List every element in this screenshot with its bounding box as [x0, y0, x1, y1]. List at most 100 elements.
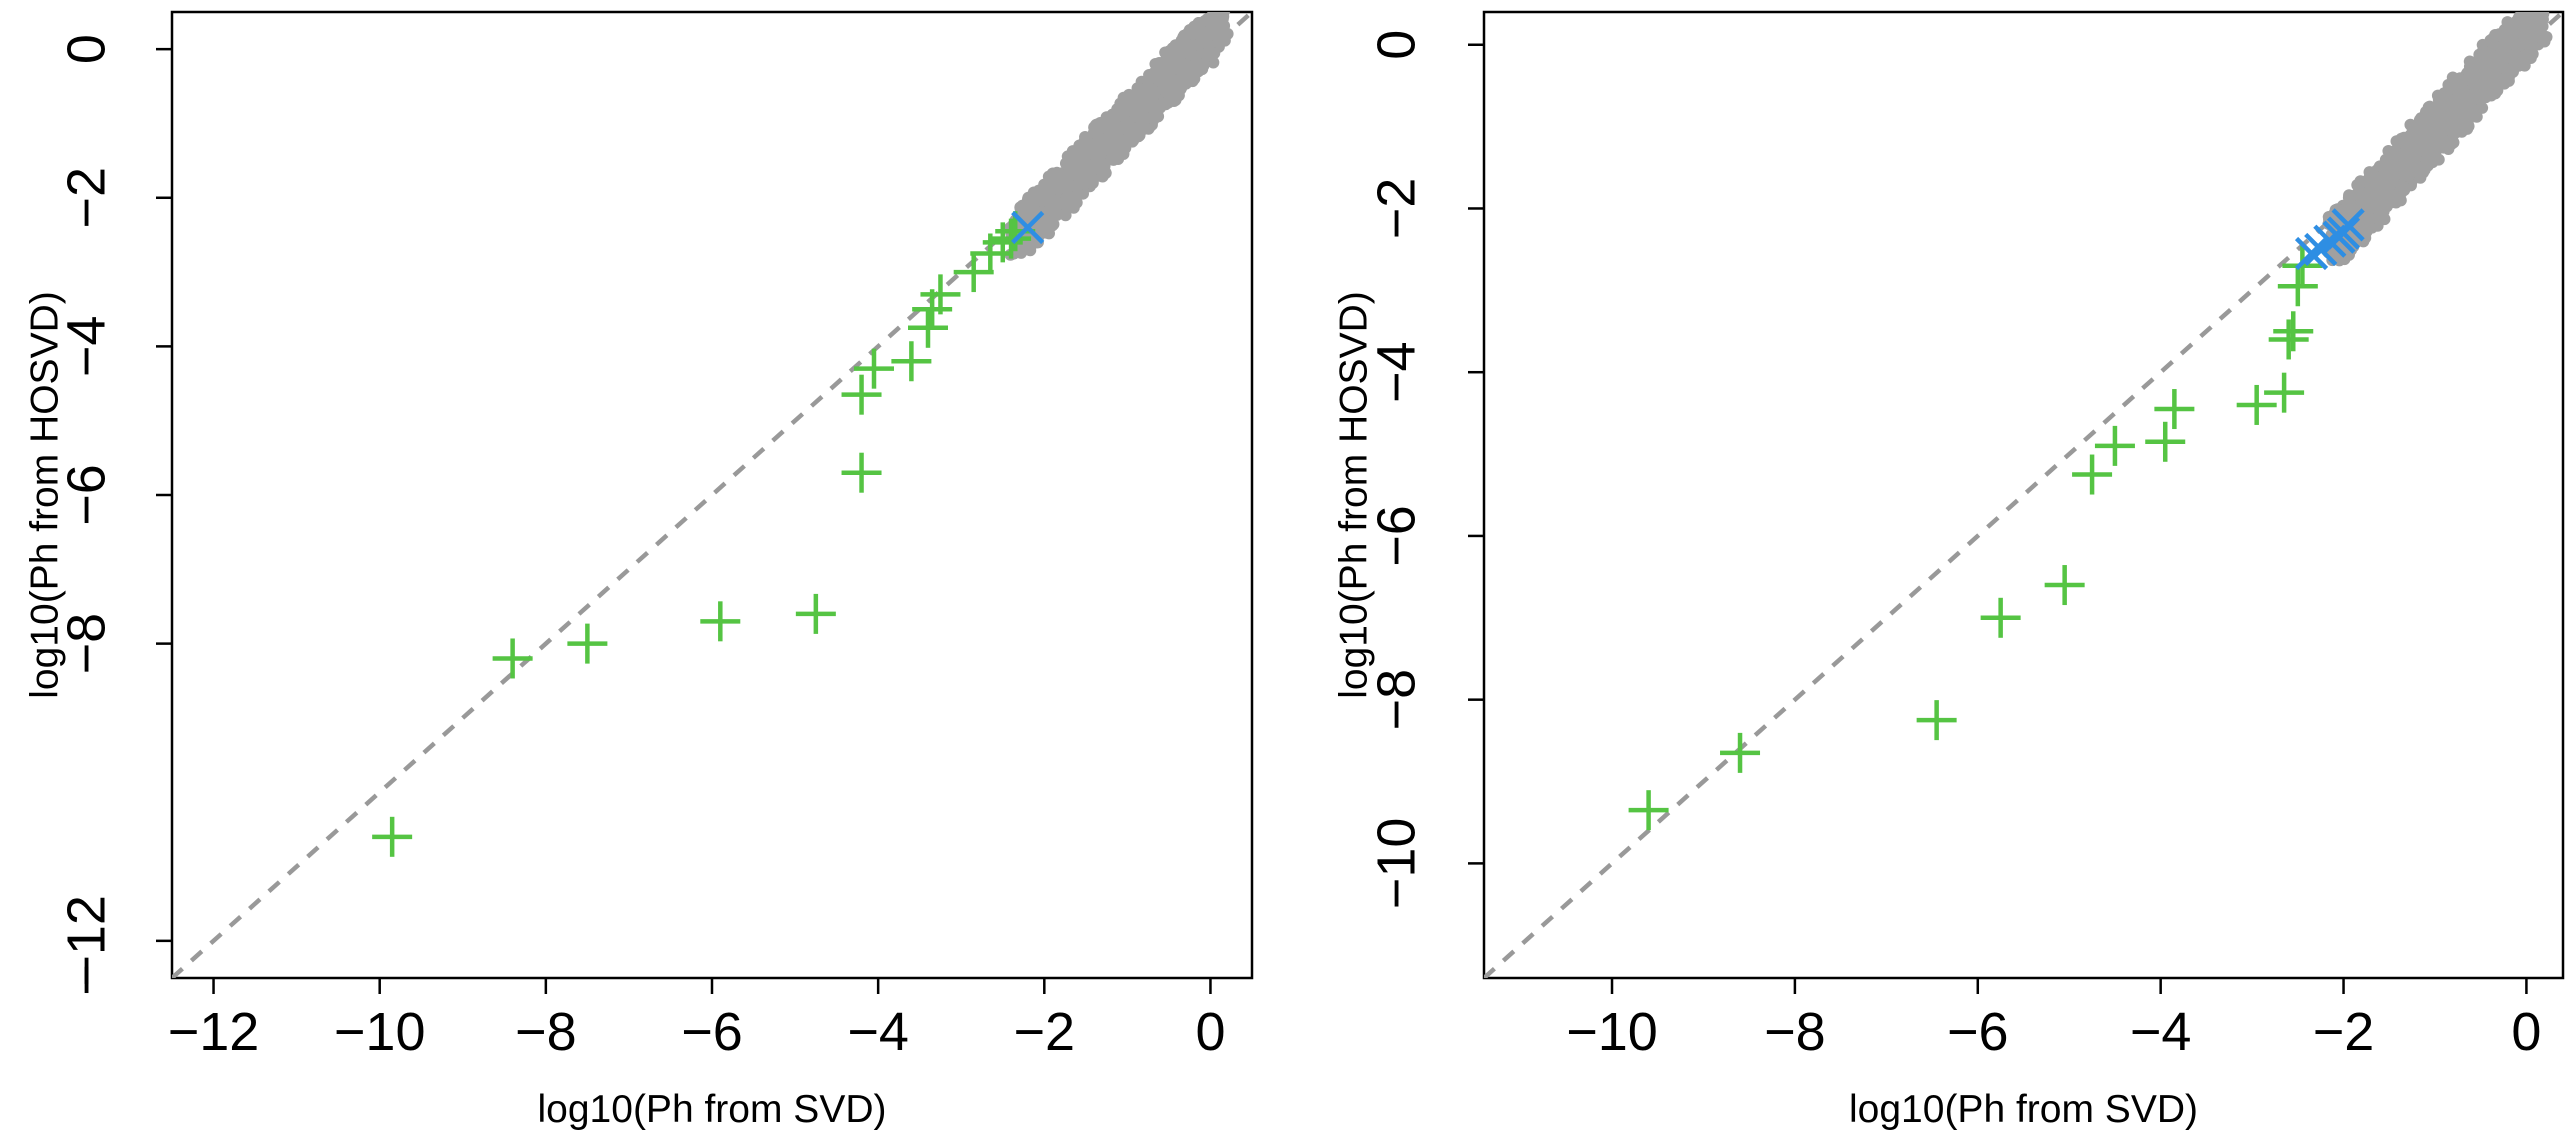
- cloud-point: [1188, 20, 1201, 33]
- data-point-blue: [2331, 208, 2365, 242]
- cloud-point: [2463, 55, 2476, 68]
- cloud-point: [1140, 97, 1153, 110]
- cloud-point: [1103, 144, 1116, 157]
- cloud-point: [2464, 74, 2477, 87]
- data-point-green: [991, 218, 1032, 259]
- cloud-point: [1020, 198, 1033, 211]
- cloud-point: [2449, 80, 2462, 93]
- cloud-point: [2388, 150, 2401, 163]
- data-point-green: [567, 623, 608, 664]
- background-cloud: [2321, 0, 2553, 267]
- cloud-point: [2384, 179, 2397, 192]
- data-point-green: [841, 374, 882, 415]
- cloud-point: [2522, 39, 2535, 52]
- cloud-point: [1168, 58, 1181, 71]
- cloud-point: [1153, 99, 1166, 112]
- data-point-green: [372, 816, 413, 857]
- x-tick-label: −8: [1764, 1002, 1826, 1062]
- cloud-point: [1062, 171, 1075, 184]
- y-tick-label: 0: [56, 34, 116, 64]
- y-axis: −12 −8 −6 −4 −2 0 −: [56, 34, 172, 996]
- cloud-point: [2360, 211, 2373, 224]
- data-point-green: [953, 252, 994, 293]
- cloud-point: [2412, 144, 2425, 157]
- cloud-point: [2516, 28, 2529, 41]
- series-green: [372, 211, 1036, 857]
- data-point-green: [2154, 389, 2195, 430]
- y-tick-label: −4: [56, 316, 116, 378]
- cloud-point: [2482, 84, 2495, 97]
- cloud-point: [2418, 163, 2431, 176]
- cloud-point: [1066, 197, 1079, 210]
- data-point-green: [1628, 790, 1669, 831]
- cloud-point: [1165, 73, 1178, 86]
- cloud-point: [2519, 12, 2532, 20]
- x-tick-label: −6: [681, 1002, 743, 1062]
- data-point-green: [2277, 266, 2318, 307]
- x-tick-label: −2: [2313, 1002, 2375, 1062]
- cloud-point: [1079, 131, 1092, 144]
- right-panel: −10 −8 −6 −4 −2 0 −10 −8 −6 −4 −2 0 log10(Ph from SV…: [1332, 0, 2565, 1131]
- cloud-point: [2443, 107, 2456, 120]
- cloud-point: [1145, 111, 1158, 124]
- data-point-green: [920, 274, 961, 315]
- cloud-point: [2532, 0, 2544, 11]
- left-panel: −12 −10 −8 −6 −4 −2 0 −12 −8 −6 −4 −2 0 − log10(Ph fro…: [23, 10, 1254, 1131]
- data-point-green: [1916, 700, 1957, 741]
- y-tick-label: −4: [1366, 341, 1426, 403]
- cloud-point: [1099, 167, 1112, 180]
- y-tick-label: −2: [1366, 178, 1426, 240]
- cloud-point: [2386, 161, 2399, 174]
- y-axis: −10 −8 −6 −4 −2 0: [1366, 30, 1484, 909]
- x-tick-label: 0: [2511, 1002, 2541, 1062]
- series-blue: [1011, 210, 1045, 245]
- cloud-point: [2473, 80, 2486, 93]
- x-tick-label: −8: [515, 1002, 577, 1062]
- cloud-point: [2528, 15, 2541, 28]
- x-axis: −10 −8 −6 −4 −2 0: [1566, 978, 2541, 1062]
- cloud-point: [2436, 94, 2449, 107]
- data-point-green: [2268, 319, 2309, 360]
- cloud-point: [2354, 175, 2367, 188]
- plot-area: [1484, 0, 2563, 978]
- cloud-point: [2432, 121, 2445, 134]
- data-point-green: [891, 341, 932, 382]
- cloud-point: [2476, 101, 2489, 114]
- cloud-point: [1099, 121, 1112, 134]
- series-green: [1628, 245, 2323, 831]
- cloud-point: [1211, 30, 1224, 43]
- plot-frame: [1482, 10, 2565, 980]
- cloud-point: [2406, 165, 2419, 178]
- y-tick-label: −12: [56, 895, 116, 987]
- cloud-point: [1192, 38, 1205, 51]
- x-tick-label: −4: [2130, 1002, 2192, 1062]
- cloud-point: [2529, 0, 2541, 12]
- x-tick-label: −6: [1947, 1002, 2009, 1062]
- data-point-green: [1720, 732, 1761, 773]
- cloud-point: [2418, 127, 2431, 140]
- cloud-point: [2397, 181, 2410, 194]
- cloud-point: [2502, 74, 2515, 87]
- data-point-green: [492, 638, 533, 679]
- x-axis: −12 −10 −8 −6 −4 −2 0: [168, 978, 1225, 1062]
- y-tick-label: −6: [56, 464, 116, 526]
- data-point-green: [2094, 425, 2135, 466]
- data-point-green: [2273, 311, 2314, 352]
- data-point-green: [2264, 372, 2305, 413]
- data-point-green: [2236, 384, 2277, 425]
- y-tick-label: −6: [1366, 505, 1426, 567]
- x-tick-label: −10: [1566, 1002, 1658, 1062]
- y-tick-label: −10: [1366, 818, 1426, 910]
- cloud-point: [1173, 43, 1186, 56]
- cloud-point: [2457, 113, 2470, 126]
- cloud-point: [1089, 137, 1102, 150]
- cloud-point: [2464, 89, 2477, 102]
- x-tick-label: −10: [334, 1002, 426, 1062]
- background-cloud: [1003, 12, 1234, 261]
- cloud-point: [1078, 168, 1091, 181]
- cloud-point: [1034, 186, 1047, 199]
- data-point-green: [1980, 597, 2021, 638]
- cloud-point: [2377, 205, 2390, 218]
- y-axis-title: log10(Ph from HOSVD): [1332, 291, 1375, 698]
